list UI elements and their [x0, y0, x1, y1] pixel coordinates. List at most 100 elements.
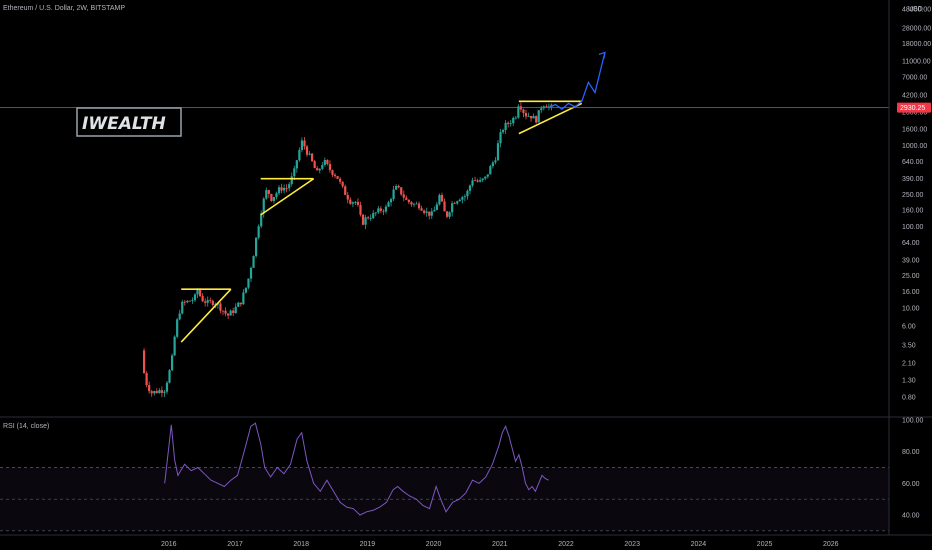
candle-body [341, 181, 344, 187]
candle-body [323, 159, 326, 165]
candle-body [379, 208, 382, 211]
projection-layer [548, 51, 606, 111]
price-tick-label: 11000.00 [902, 58, 931, 65]
candle-body [372, 213, 375, 219]
candle-body [473, 180, 477, 182]
candle-body [374, 212, 377, 214]
candle-body [249, 267, 253, 279]
candle-body [517, 106, 520, 118]
time-tick-label: 2017 [227, 541, 243, 548]
candle-body [389, 199, 393, 203]
candle-body [336, 176, 339, 179]
candle-body [290, 176, 293, 185]
candle-body [201, 296, 204, 302]
candle-body [160, 390, 163, 393]
candle-body [420, 208, 423, 211]
candle-body [196, 289, 199, 295]
candle-body [479, 180, 482, 182]
triangle-support-line[interactable] [260, 178, 315, 216]
time-tick-label: 2020 [426, 541, 442, 548]
candle-body [486, 174, 489, 177]
candle-body [504, 122, 507, 131]
time-axis[interactable]: 2016 2017 2018 2019 2020 2021 2022 2023 2024 2025… [161, 541, 839, 548]
time-tick-label: 2018 [293, 541, 309, 548]
price-tick-label: 18000.00 [902, 41, 931, 48]
price-tick-label: 0.80 [902, 395, 916, 402]
candle-body [293, 168, 296, 177]
price-axis[interactable]: 48000.00 28000.00 18000.00 11000.00 7000.00 4… [902, 6, 931, 401]
rsi-line[interactable] [164, 422, 549, 516]
candle-body [423, 210, 426, 213]
candle-body [400, 187, 403, 195]
candle-body [438, 195, 441, 205]
candle-body [150, 391, 153, 394]
candle-body [219, 303, 222, 311]
time-tick-label: 2019 [360, 541, 376, 548]
candle-body [173, 336, 176, 356]
candle-body [339, 178, 342, 182]
current-price-badge: 2930.25 [897, 102, 931, 113]
price-tick-label: 2600.00 [902, 109, 927, 116]
candle-body [260, 213, 263, 227]
candle-body [191, 300, 194, 301]
rsi-title[interactable]: RSI (14, close) [3, 423, 49, 430]
candle-body [158, 390, 161, 394]
price-tick-label: 4200.00 [902, 92, 927, 99]
candle-body [239, 302, 242, 305]
price-tick-label: 1000.00 [902, 143, 927, 150]
symbol-title[interactable]: Ethereum / U.S. Dollar, 2W, BITSTAMP [3, 5, 125, 12]
price-tick-label: 100.00 [902, 224, 924, 231]
candle-body [328, 164, 332, 171]
candle-body [367, 217, 370, 219]
price-tick-label: 39.00 [902, 257, 920, 264]
price-tick-label: 390.00 [902, 176, 924, 183]
candle-body [428, 211, 431, 216]
projection-path[interactable] [548, 52, 606, 111]
currency-label: USD [908, 6, 923, 13]
candle-body [412, 203, 416, 205]
candle-body [514, 117, 517, 119]
candle-body [247, 278, 250, 288]
candle-body [491, 162, 494, 167]
candle-body [384, 206, 388, 212]
candle-body [476, 180, 479, 182]
candle-body [145, 373, 148, 386]
triangle-support-line[interactable] [518, 102, 583, 135]
candle-body [509, 123, 512, 125]
candle-body [221, 310, 225, 312]
candle-body [354, 201, 357, 203]
candle-body [377, 208, 380, 213]
candle-body [193, 294, 197, 301]
candle-body [242, 292, 245, 305]
candle-body [298, 150, 301, 161]
candle-body [410, 202, 413, 205]
candle-body [453, 203, 456, 205]
candle-body [496, 143, 500, 161]
candle-body [209, 300, 212, 301]
candle-body [359, 204, 362, 215]
rsi-tick-label: 40.00 [902, 513, 920, 520]
candle-body [204, 301, 207, 303]
candle-body [155, 391, 158, 394]
candle-body [527, 115, 530, 117]
candle-body [272, 197, 276, 201]
candle-body [481, 178, 484, 181]
candle-body [397, 186, 400, 188]
triangle-support-line[interactable] [180, 288, 232, 343]
logo-text: IWEALTH [82, 114, 166, 134]
candle-body [265, 190, 268, 199]
candle-body [405, 197, 408, 200]
candle-body [283, 187, 286, 191]
candle-body [445, 211, 449, 217]
candle-body [163, 391, 166, 393]
candle-body [451, 203, 454, 213]
candle-body [303, 140, 306, 147]
candle-body [344, 186, 347, 195]
current-price-label: 2930.25 [900, 105, 925, 112]
candle-body [369, 218, 372, 219]
candle-body [468, 185, 472, 191]
candle-body [300, 140, 304, 151]
price-tick-label: 3.50 [902, 342, 916, 349]
rsi-axis[interactable]: 100.00 80.00 60.00 40.00 [902, 418, 924, 520]
